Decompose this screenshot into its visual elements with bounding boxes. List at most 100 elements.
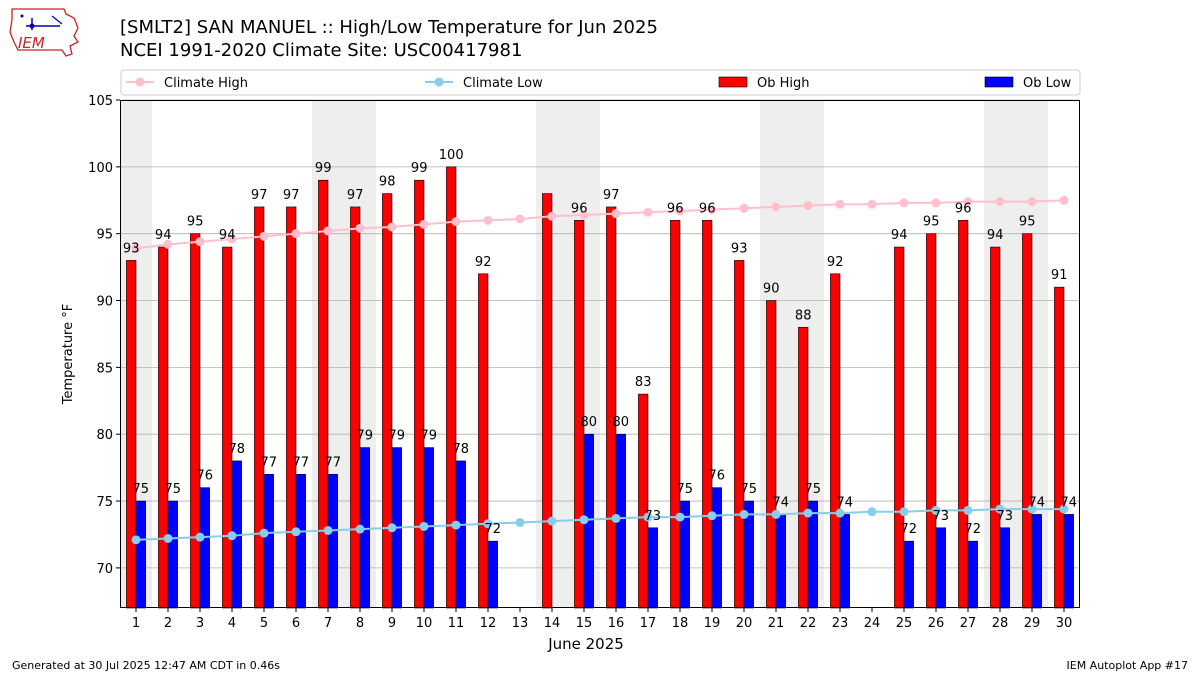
legend-bar-marker bbox=[718, 76, 748, 88]
ob-low-label: 79 bbox=[389, 429, 406, 444]
ob-low-label: 75 bbox=[805, 482, 822, 497]
ob-low-label: 75 bbox=[133, 482, 150, 497]
ob-high-label: 83 bbox=[635, 375, 652, 390]
ob-low-bar bbox=[455, 460, 466, 609]
x-tick-label: 13 bbox=[512, 616, 529, 631]
ob-low-label: 73 bbox=[933, 509, 950, 524]
ob-high-label: 97 bbox=[603, 188, 620, 203]
climate-high-point bbox=[899, 198, 909, 208]
ob-low-bar bbox=[263, 474, 274, 609]
ob-low-label: 77 bbox=[325, 455, 342, 470]
ob-low-bar bbox=[167, 500, 178, 609]
climate-high-point bbox=[835, 199, 845, 209]
ob-high-bar bbox=[1054, 286, 1065, 609]
ob-low-bar bbox=[967, 540, 978, 609]
iem-logo: IEM bbox=[9, 8, 79, 57]
ob-high-bar bbox=[702, 220, 713, 609]
climate-high-point bbox=[803, 201, 813, 211]
ob-high-bar bbox=[382, 193, 393, 609]
x-tick-label: 3 bbox=[196, 616, 204, 631]
ob-high-bar bbox=[318, 179, 329, 609]
y-tick-label: 80 bbox=[96, 428, 113, 443]
ob-low-label: 72 bbox=[901, 522, 918, 537]
x-tick-label: 18 bbox=[672, 616, 689, 631]
ob-high-label: 94 bbox=[219, 228, 236, 243]
ob-high-label: 96 bbox=[667, 201, 684, 216]
ob-high-label: 93 bbox=[731, 241, 748, 256]
ob-low-bar bbox=[839, 514, 850, 609]
ob-low-bar bbox=[295, 474, 306, 609]
ob-low-label: 75 bbox=[741, 482, 758, 497]
x-axis-label: June 2025 bbox=[547, 635, 624, 653]
climate-low-point bbox=[579, 515, 589, 525]
x-tick-label: 7 bbox=[324, 616, 332, 631]
ob-low-bar bbox=[199, 487, 210, 609]
climate-high-point bbox=[355, 223, 365, 233]
ob-low-label: 75 bbox=[165, 482, 182, 497]
ob-high-bar bbox=[414, 179, 425, 609]
climate-high-point bbox=[483, 215, 493, 225]
climate-high-point bbox=[611, 209, 621, 219]
ob-high-label: 94 bbox=[987, 228, 1004, 243]
ob-high-bar bbox=[478, 273, 489, 609]
x-tick-label: 23 bbox=[832, 616, 849, 631]
climate-high-point bbox=[675, 206, 685, 216]
climate-high-point bbox=[707, 205, 717, 215]
x-tick-label: 20 bbox=[736, 616, 753, 631]
climate-high-point bbox=[1059, 195, 1069, 205]
x-tick-label: 1 bbox=[132, 616, 140, 631]
ob-low-label: 79 bbox=[357, 429, 374, 444]
y-tick-label: 100 bbox=[88, 161, 113, 176]
climate-low-point bbox=[227, 531, 237, 541]
climate-high-point bbox=[547, 211, 557, 221]
ob-high-bar bbox=[1022, 233, 1033, 609]
ob-high-label: 94 bbox=[155, 228, 172, 243]
climate-low-point bbox=[675, 512, 685, 522]
ob-low-label: 79 bbox=[421, 429, 438, 444]
x-tick-label: 25 bbox=[896, 616, 913, 631]
y-tick-label: 85 bbox=[96, 361, 113, 376]
ob-high-bar bbox=[894, 246, 905, 609]
climate-high-point bbox=[387, 222, 397, 232]
ob-low-bar bbox=[999, 527, 1010, 609]
x-tick-label: 24 bbox=[864, 616, 881, 631]
x-tick-label: 4 bbox=[228, 616, 236, 631]
climate-high-point bbox=[323, 226, 333, 236]
ob-low-label: 74 bbox=[773, 495, 790, 510]
ob-high-bar bbox=[734, 260, 745, 609]
climate-low-point bbox=[291, 527, 301, 537]
climate-low-point bbox=[931, 505, 941, 515]
ob-low-label: 72 bbox=[485, 522, 502, 537]
ob-low-bar bbox=[711, 487, 722, 609]
climate-low-point bbox=[1059, 504, 1069, 514]
climate-low-point bbox=[355, 524, 365, 534]
ob-low-label: 76 bbox=[709, 469, 726, 484]
ob-high-bar bbox=[798, 326, 809, 609]
x-tick-label: 27 bbox=[960, 616, 977, 631]
ob-high-label: 92 bbox=[475, 255, 492, 270]
climate-low-point bbox=[547, 516, 557, 526]
x-tick-label: 22 bbox=[800, 616, 817, 631]
ob-high-bar bbox=[542, 193, 553, 609]
ob-low-label: 77 bbox=[261, 455, 278, 470]
x-tick-label: 16 bbox=[608, 616, 625, 631]
ob-high-bar bbox=[222, 246, 233, 609]
ob-high-bar bbox=[638, 393, 649, 609]
climate-high-point bbox=[995, 197, 1005, 207]
ob-high-label: 88 bbox=[795, 308, 812, 323]
ob-high-label: 95 bbox=[1019, 215, 1036, 230]
x-tick-label: 9 bbox=[388, 616, 396, 631]
ob-high-bar bbox=[350, 206, 361, 609]
x-tick-label: 26 bbox=[928, 616, 945, 631]
climate-low-point bbox=[1027, 504, 1037, 514]
climate-high-point bbox=[579, 210, 589, 220]
ob-low-label: 74 bbox=[1061, 495, 1078, 510]
ob-low-bar bbox=[135, 500, 146, 609]
legend-bar-marker bbox=[984, 76, 1014, 88]
x-tick-label: 21 bbox=[768, 616, 785, 631]
climate-high-point bbox=[291, 229, 301, 239]
climate-low-point bbox=[323, 525, 333, 535]
ob-low-label: 75 bbox=[677, 482, 694, 497]
ob-high-label: 94 bbox=[891, 228, 908, 243]
ob-high-label: 95 bbox=[923, 215, 940, 230]
